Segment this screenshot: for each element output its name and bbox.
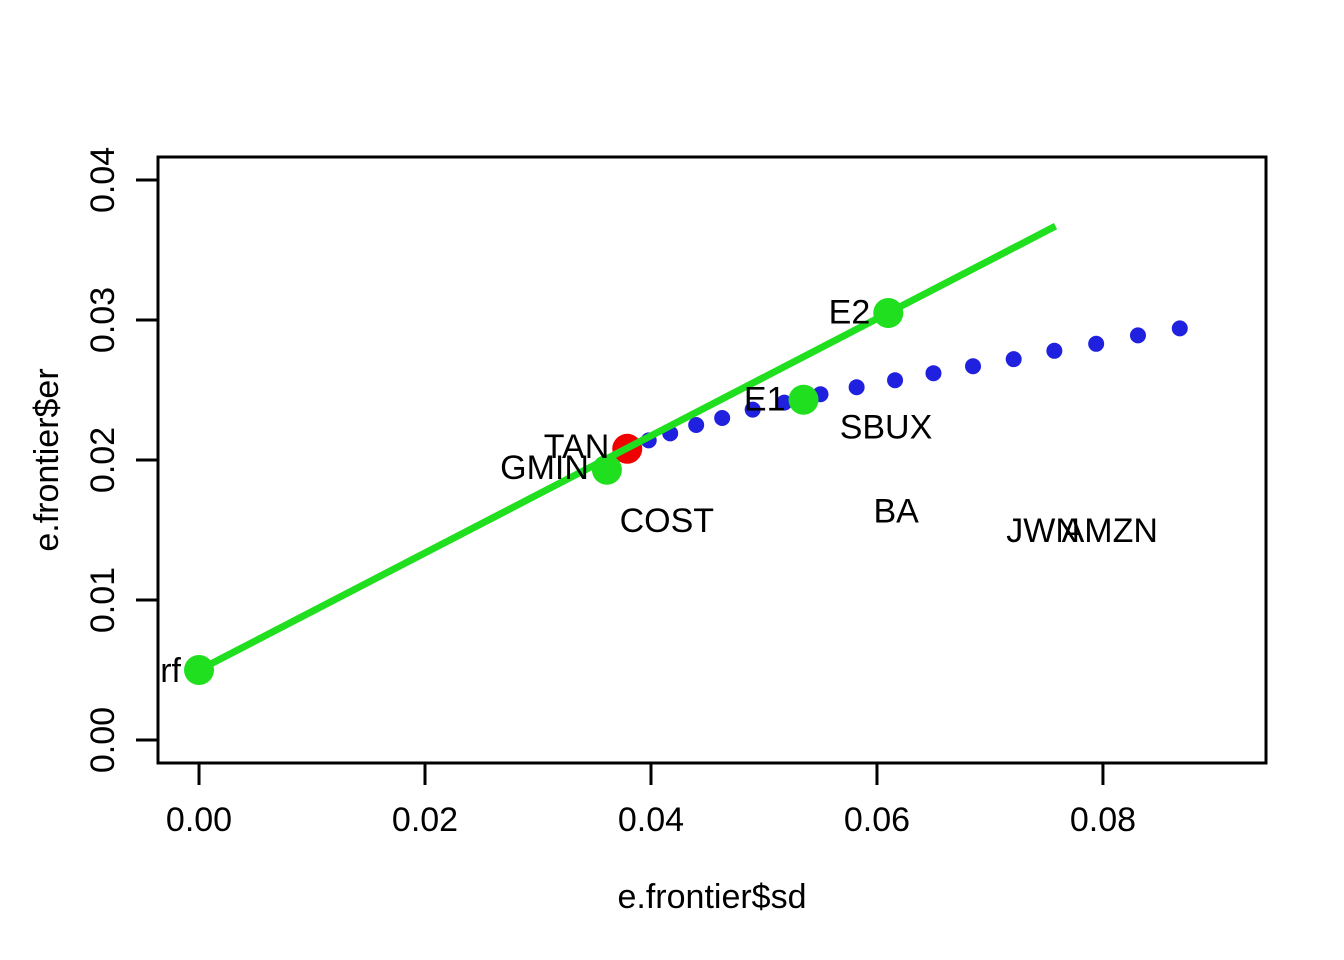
- x-axis-tick-label: 0.06: [844, 801, 910, 839]
- key-portfolio-point: [591, 454, 622, 485]
- efficient-frontier-dot: [848, 379, 865, 396]
- point-label-gmin: GMIN: [500, 449, 589, 487]
- y-axis-title: e.frontier$er: [28, 368, 66, 551]
- point-label-rf: rf: [160, 652, 181, 690]
- efficient-frontier-dot: [1046, 342, 1063, 359]
- efficient-frontier-dot: [925, 365, 942, 382]
- asset-label-jwn: JWN: [1006, 512, 1080, 550]
- capital-market-line: [197, 223, 1058, 674]
- y-axis-tick-label: 0.04: [84, 147, 122, 213]
- y-axis-tick-label: 0.03: [84, 287, 122, 353]
- x-axis-tick-label: 0.08: [1070, 801, 1136, 839]
- plot-box: [156, 155, 1268, 765]
- y-axis-tick-label: 0.00: [84, 707, 122, 773]
- x-axis-title: e.frontier$sd: [618, 878, 807, 916]
- efficient-frontier-dot: [1129, 327, 1146, 344]
- asset-label-sbux: SBUX: [840, 408, 933, 446]
- efficient-frontier-dot: [965, 358, 982, 375]
- point-label-e2: E2: [829, 294, 871, 332]
- asset-label-ba: BA: [873, 492, 919, 530]
- efficient-frontier-dot: [688, 416, 705, 433]
- key-portfolio-point: [184, 655, 215, 686]
- x-axis-tick-label: 0.00: [166, 801, 232, 839]
- point-label-e1: E1: [744, 380, 786, 418]
- efficient-frontier-dot: [1005, 351, 1022, 368]
- x-axis-tick-label: 0.04: [618, 801, 684, 839]
- x-axis-tick-label: 0.02: [392, 801, 458, 839]
- efficient-frontier-dot: [744, 401, 761, 418]
- efficient-frontier-dot: [887, 372, 904, 389]
- efficient-frontier-dot: [1171, 320, 1188, 337]
- asset-label-amzn: AMZN: [1062, 512, 1158, 550]
- efficient-frontier-dot: [776, 394, 793, 411]
- point-label-tan: TAN: [544, 428, 609, 466]
- asset-label-cost: COST: [620, 502, 714, 540]
- y-axis-tick-label: 0.01: [84, 567, 122, 633]
- key-portfolio-point: [873, 297, 904, 328]
- y-axis-tick-label: 0.02: [84, 427, 122, 493]
- efficient-frontier-dot: [1088, 335, 1105, 352]
- key-portfolio-point: [788, 384, 819, 415]
- efficient-frontier-dot: [714, 409, 731, 426]
